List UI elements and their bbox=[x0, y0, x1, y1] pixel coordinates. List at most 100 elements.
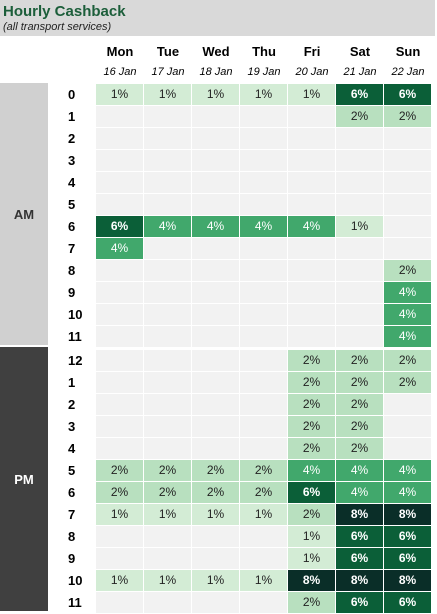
day-date: 20 Jan bbox=[295, 66, 329, 78]
heatmap-cell bbox=[96, 194, 143, 215]
heatmap-cell bbox=[240, 304, 287, 325]
heatmap-cell bbox=[288, 260, 335, 281]
column-header-tue: Tue 17 Jan bbox=[144, 36, 192, 82]
heatmap-cell bbox=[240, 150, 287, 171]
day-date: 17 Jan bbox=[151, 66, 185, 78]
column-header-fri: Fri 20 Jan bbox=[288, 36, 336, 82]
heatmap-cell: 6% bbox=[384, 592, 431, 613]
heatmap-cell bbox=[240, 194, 287, 215]
heatmap-cell bbox=[144, 526, 191, 547]
heatmap-cell: 4% bbox=[144, 216, 191, 237]
heatmap-cell: 4% bbox=[240, 216, 287, 237]
heatmap-cell bbox=[96, 128, 143, 149]
heatmap-cell bbox=[96, 548, 143, 569]
heatmap-cell bbox=[240, 526, 287, 547]
column-header-sun: Sun 22 Jan bbox=[384, 36, 432, 82]
heatmap-cell bbox=[96, 394, 143, 415]
hour-label: 4 bbox=[68, 175, 76, 190]
hour-label: 9 bbox=[68, 285, 76, 300]
heatmap-cell: 4% bbox=[384, 460, 431, 481]
heatmap-cell bbox=[144, 326, 191, 347]
day-name: Sat bbox=[349, 44, 371, 59]
heatmap-cell bbox=[336, 194, 383, 215]
hour-label: 9 bbox=[68, 551, 76, 566]
heatmap-cell bbox=[288, 106, 335, 127]
heatmap-cell bbox=[144, 282, 191, 303]
heatmap-cell: 4% bbox=[336, 460, 383, 481]
heatmap-cell bbox=[336, 304, 383, 325]
heatmap-cell: 6% bbox=[336, 84, 383, 105]
hour-label: 0 bbox=[68, 87, 76, 102]
heatmap-cell bbox=[144, 416, 191, 437]
heatmap-cell bbox=[144, 592, 191, 613]
day-date: 18 Jan bbox=[199, 66, 233, 78]
heatmap-cell bbox=[192, 304, 239, 325]
heatmap-cell: 8% bbox=[336, 504, 383, 525]
heatmap-cell: 6% bbox=[384, 526, 431, 547]
heatmap-cell bbox=[336, 150, 383, 171]
heatmap-cell: 2% bbox=[336, 350, 383, 371]
day-date: 16 Jan bbox=[103, 66, 137, 78]
heatmap-cell bbox=[144, 394, 191, 415]
heatmap-cell bbox=[336, 172, 383, 193]
period-pm-label: PM bbox=[14, 471, 34, 487]
heatmap-cell: 8% bbox=[384, 570, 431, 591]
heatmap-cell bbox=[192, 350, 239, 371]
heatmap-cell bbox=[192, 526, 239, 547]
heatmap-cell bbox=[96, 526, 143, 547]
heatmap-cell bbox=[144, 172, 191, 193]
heatmap-cell: 1% bbox=[192, 570, 239, 591]
heatmap-cell: 2% bbox=[288, 394, 335, 415]
heatmap-cell bbox=[144, 548, 191, 569]
heatmap-cell: 4% bbox=[288, 216, 335, 237]
heatmap-cell: 1% bbox=[144, 84, 191, 105]
heatmap-cell bbox=[288, 326, 335, 347]
heatmap-cell bbox=[96, 592, 143, 613]
heatmap-cell bbox=[336, 326, 383, 347]
heatmap-cell bbox=[96, 282, 143, 303]
heatmap-cell: 2% bbox=[384, 372, 431, 393]
heatmap-cell bbox=[96, 372, 143, 393]
hour-label: 5 bbox=[68, 197, 76, 212]
heatmap-cell bbox=[144, 304, 191, 325]
heatmap-cell: 2% bbox=[336, 394, 383, 415]
heatmap-cell: 2% bbox=[96, 482, 143, 503]
heatmap-cell bbox=[192, 106, 239, 127]
heatmap-cell bbox=[192, 416, 239, 437]
heatmap-cell: 4% bbox=[192, 216, 239, 237]
hour-label: 2 bbox=[68, 131, 76, 146]
heatmap-cell bbox=[240, 372, 287, 393]
heatmap-cell: 2% bbox=[144, 460, 191, 481]
heatmap-cell bbox=[192, 326, 239, 347]
day-name: Sun bbox=[395, 44, 421, 59]
heatmap-cell: 6% bbox=[336, 548, 383, 569]
heatmap-cell: 1% bbox=[240, 570, 287, 591]
heatmap-cell bbox=[384, 150, 431, 171]
hour-label: 5 bbox=[68, 463, 76, 478]
heatmap-cell: 8% bbox=[336, 570, 383, 591]
heatmap-cell: 4% bbox=[288, 460, 335, 481]
heatmap-cell bbox=[384, 416, 431, 437]
heatmap-cell: 1% bbox=[240, 84, 287, 105]
heatmap-cell bbox=[192, 548, 239, 569]
heatmap-cell bbox=[192, 260, 239, 281]
heatmap-cell bbox=[144, 260, 191, 281]
hour-label: 11 bbox=[68, 329, 82, 344]
page-title: Hourly Cashback bbox=[3, 3, 126, 20]
heatmap-cell: 8% bbox=[288, 570, 335, 591]
period-am: AM bbox=[0, 83, 48, 345]
heatmap-cell bbox=[144, 350, 191, 371]
heatmap-cell bbox=[336, 238, 383, 259]
heatmap-cell: 6% bbox=[336, 592, 383, 613]
column-header-thu: Thu 19 Jan bbox=[240, 36, 288, 82]
hour-label: 6 bbox=[68, 485, 76, 500]
heatmap-cell bbox=[144, 238, 191, 259]
heatmap-cell bbox=[240, 548, 287, 569]
heatmap-cell: 4% bbox=[96, 238, 143, 259]
heatmap-cell bbox=[96, 416, 143, 437]
heatmap-cell: 2% bbox=[336, 372, 383, 393]
heatmap-cell: 4% bbox=[384, 282, 431, 303]
heatmap-cell bbox=[240, 326, 287, 347]
heatmap-cell bbox=[144, 106, 191, 127]
heatmap-cell: 1% bbox=[240, 504, 287, 525]
